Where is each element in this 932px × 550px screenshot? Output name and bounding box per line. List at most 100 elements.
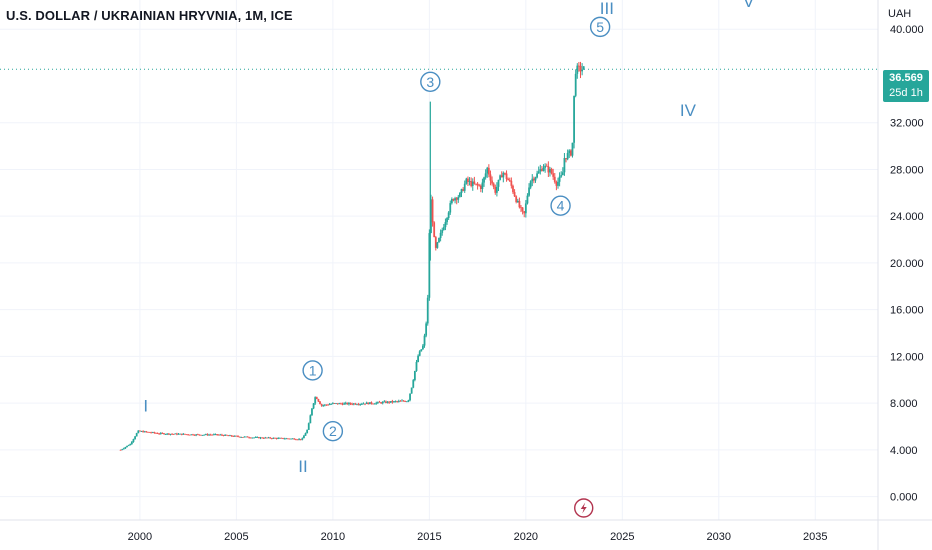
candle-body xyxy=(175,433,178,435)
candle-body xyxy=(470,181,473,186)
candle-body xyxy=(217,434,220,436)
candle-body xyxy=(364,403,366,405)
time-axis[interactable]: 2000 2005 2010 2015 2020 2025 2030 2035 xyxy=(0,519,932,543)
candle-body xyxy=(529,181,532,188)
candle-body xyxy=(341,403,344,405)
candle-body xyxy=(393,401,395,403)
candle-body xyxy=(444,222,447,228)
candle-body xyxy=(523,211,526,214)
candle-body xyxy=(142,431,145,433)
event-marker[interactable] xyxy=(574,498,594,518)
wave-label-circled: 3 xyxy=(426,74,434,90)
candle-body xyxy=(372,403,374,405)
wave-label: II xyxy=(298,457,307,476)
candle-body xyxy=(561,172,564,176)
wave-label-circled: 2 xyxy=(329,423,337,439)
candle-body xyxy=(553,176,556,182)
candle-body xyxy=(275,438,278,439)
candle-body xyxy=(495,186,498,193)
candle-body xyxy=(169,433,172,435)
candle-body xyxy=(122,448,125,450)
x-tick-label: 2020 xyxy=(514,531,538,543)
candle-body xyxy=(354,403,357,405)
candle-body xyxy=(299,438,302,440)
candle-body xyxy=(204,434,207,435)
candle-body xyxy=(126,445,128,448)
candle-body xyxy=(185,434,188,436)
candle-body xyxy=(478,185,481,187)
candle-body xyxy=(283,438,286,440)
candle-body xyxy=(159,432,162,434)
candle-body xyxy=(233,435,236,437)
candle-body xyxy=(335,403,337,405)
candle-body xyxy=(552,173,555,177)
candle-body xyxy=(462,189,465,191)
candle-body xyxy=(212,434,215,436)
candle-body xyxy=(370,402,373,404)
candle-body xyxy=(558,176,561,182)
candle-body xyxy=(164,434,167,435)
candle-body xyxy=(195,434,198,436)
candle-body xyxy=(216,434,218,435)
candle-body xyxy=(447,212,450,219)
wave-label: IV xyxy=(680,101,697,120)
candle-body xyxy=(547,166,550,173)
candle-body xyxy=(127,445,130,447)
candle-body xyxy=(360,403,363,405)
candle-body xyxy=(309,415,312,424)
candle-body xyxy=(303,435,305,439)
candle-body xyxy=(380,402,383,404)
candle-body xyxy=(532,178,535,181)
candle-body xyxy=(545,165,548,167)
candle-body xyxy=(473,181,476,184)
candle-body xyxy=(457,196,460,200)
candle-body xyxy=(177,433,180,435)
y-tick-label: 16.000 xyxy=(890,305,924,317)
candle-body xyxy=(237,436,239,437)
candle-body xyxy=(357,404,360,406)
candle-body xyxy=(291,438,294,440)
candle-body xyxy=(475,183,477,185)
candle-body xyxy=(531,178,534,182)
candle-body xyxy=(434,237,437,248)
candle-body xyxy=(140,431,143,432)
y-tick-label: 4.000 xyxy=(890,445,918,457)
candle-body xyxy=(405,401,408,403)
candle-body xyxy=(155,432,157,434)
candle-body xyxy=(121,449,124,450)
candle-body xyxy=(420,349,423,352)
candle-body xyxy=(137,430,140,434)
candle-body xyxy=(322,405,325,407)
price-axis[interactable]: 0.000 4.000 8.000 12.000 16.000 20.000 24.000 2… xyxy=(877,0,924,550)
candle-body xyxy=(171,433,173,435)
candle-body xyxy=(375,402,378,404)
candle-body xyxy=(512,185,514,193)
price-series xyxy=(119,61,585,451)
candle-body xyxy=(438,238,440,243)
candle-body xyxy=(147,431,149,433)
candle-body xyxy=(359,403,362,405)
candle-body xyxy=(468,181,471,182)
candle-body xyxy=(293,438,296,440)
candle-body xyxy=(563,158,566,173)
candle-body xyxy=(304,433,307,436)
candle-body xyxy=(385,401,387,403)
candle-body xyxy=(192,434,194,436)
candle-body xyxy=(317,399,320,402)
candle-body xyxy=(452,199,455,201)
candle-body xyxy=(182,433,185,435)
wave-circle xyxy=(589,16,611,38)
wave-circle xyxy=(420,71,441,92)
candle-body xyxy=(426,297,429,324)
candle-body xyxy=(232,436,235,437)
lightning-icon[interactable] xyxy=(580,502,587,514)
candle-body xyxy=(542,167,545,171)
candle-body xyxy=(467,178,469,182)
candle-body xyxy=(394,401,397,403)
candle-body xyxy=(278,437,281,439)
candle-body xyxy=(487,167,490,175)
candle-body xyxy=(376,401,379,403)
candle-body xyxy=(549,168,551,173)
candle-body xyxy=(270,438,273,440)
